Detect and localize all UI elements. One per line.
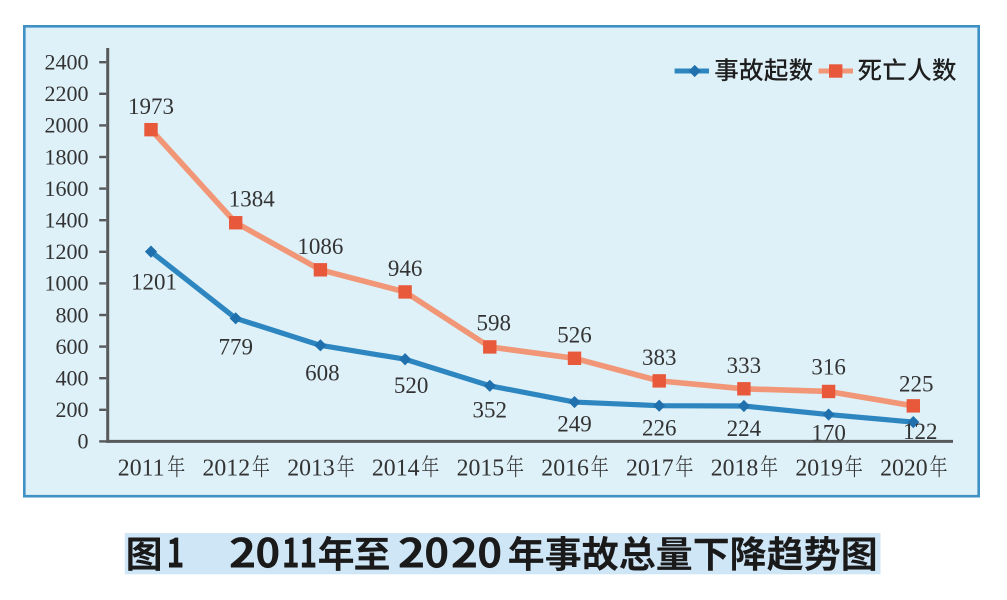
svg-text:1000: 1000	[45, 271, 89, 296]
svg-text:226: 226	[642, 416, 677, 441]
svg-text:2013: 2013	[287, 456, 335, 482]
svg-text:333: 333	[727, 353, 762, 378]
svg-text:2020: 2020	[880, 456, 928, 482]
svg-text:2011: 2011	[118, 456, 165, 482]
svg-text:779: 779	[218, 334, 253, 359]
svg-text:400: 400	[56, 366, 89, 391]
svg-text:2018: 2018	[711, 456, 759, 482]
svg-text:352: 352	[473, 397, 508, 422]
svg-text:2014: 2014	[372, 456, 420, 482]
svg-text:2017: 2017	[626, 456, 674, 482]
svg-text:520: 520	[394, 373, 429, 398]
svg-text:122: 122	[903, 419, 938, 444]
svg-text:200: 200	[56, 397, 89, 422]
svg-text:598: 598	[477, 311, 512, 336]
svg-text:170: 170	[811, 421, 846, 446]
svg-text:2012: 2012	[203, 456, 251, 482]
svg-text:1384: 1384	[229, 186, 276, 211]
svg-text:2019: 2019	[795, 456, 843, 482]
svg-text:2400: 2400	[45, 50, 89, 75]
svg-text:1400: 1400	[45, 208, 89, 233]
svg-text:608: 608	[305, 360, 340, 385]
svg-text:224: 224	[727, 416, 762, 441]
svg-text:1800: 1800	[45, 144, 89, 169]
svg-text:1201: 1201	[131, 270, 177, 295]
svg-text:316: 316	[811, 354, 846, 379]
svg-text:1200: 1200	[45, 239, 89, 264]
svg-text:1086: 1086	[297, 234, 343, 259]
svg-text:1600: 1600	[45, 176, 89, 201]
svg-text:1973: 1973	[128, 94, 174, 119]
svg-text:383: 383	[642, 345, 677, 370]
svg-text:600: 600	[56, 334, 89, 359]
svg-text:526: 526	[557, 322, 592, 347]
svg-text:946: 946	[388, 256, 423, 281]
svg-text:0: 0	[78, 429, 89, 454]
svg-text:800: 800	[56, 302, 89, 327]
svg-text:2200: 2200	[45, 81, 89, 106]
svg-text:2000: 2000	[45, 113, 89, 138]
svg-text:225: 225	[899, 372, 934, 397]
svg-text:2015: 2015	[457, 456, 505, 482]
svg-text:2016: 2016	[541, 456, 589, 482]
svg-text:249: 249	[557, 412, 592, 437]
